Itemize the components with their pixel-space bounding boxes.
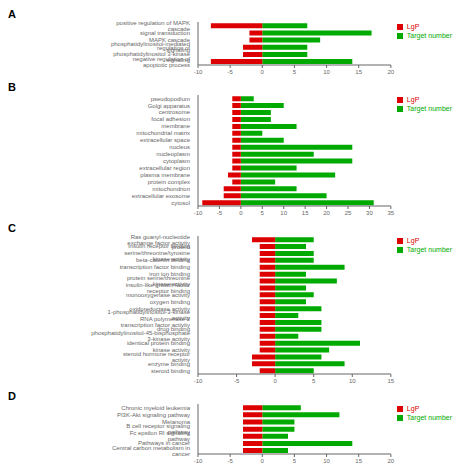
- svg-text:nucleus: nucleus: [169, 144, 190, 150]
- svg-text:5: 5: [293, 458, 297, 464]
- svg-text:extracellular region: extracellular region: [139, 165, 190, 171]
- svg-text:Central carbon metabolism inca: Central carbon metabolism incancer: [112, 445, 190, 457]
- svg-text:negative regulation ofapoptoti: negative regulation ofapoptotic process: [133, 56, 191, 68]
- svg-text:focal adhesion: focal adhesion: [151, 116, 190, 122]
- svg-text:15: 15: [388, 378, 395, 384]
- svg-text:beta-catenin binding: beta-catenin binding: [136, 257, 190, 263]
- svg-text:25: 25: [345, 210, 352, 216]
- svg-text:10: 10: [323, 69, 330, 75]
- svg-text:5: 5: [293, 69, 297, 75]
- svg-text:-10: -10: [194, 378, 203, 384]
- svg-text:transcription factor binding: transcription factor binding: [120, 264, 190, 270]
- svg-text:steroid binding: steroid binding: [151, 368, 190, 374]
- svg-text:-5: -5: [217, 210, 223, 216]
- svg-text:20: 20: [323, 210, 330, 216]
- svg-text:15: 15: [302, 210, 309, 216]
- svg-text:monooxygenase activity: monooxygenase activity: [126, 292, 190, 298]
- svg-text:mitochondrion: mitochondrion: [152, 186, 190, 192]
- svg-text:nucleoplasm: nucleoplasm: [156, 151, 190, 157]
- svg-text:mitochondrial matrix: mitochondrial matrix: [136, 130, 190, 136]
- svg-text:10: 10: [280, 210, 287, 216]
- svg-text:5: 5: [312, 378, 316, 384]
- svg-text:-10: -10: [194, 210, 203, 216]
- svg-text:signal transduction: signal transduction: [140, 30, 190, 36]
- svg-text:15: 15: [355, 69, 362, 75]
- svg-text:20: 20: [388, 458, 395, 464]
- svg-text:20: 20: [388, 69, 395, 75]
- svg-text:cytoplasm: cytoplasm: [163, 158, 190, 164]
- svg-text:cytosol: cytosol: [171, 200, 190, 206]
- svg-text:0: 0: [273, 378, 277, 384]
- svg-text:0: 0: [239, 210, 243, 216]
- svg-text:10: 10: [323, 458, 330, 464]
- svg-text:Golgi apparatus: Golgi apparatus: [148, 103, 190, 109]
- svg-text:centrosome: centrosome: [159, 109, 191, 115]
- svg-text:extracellular space: extracellular space: [140, 137, 191, 143]
- svg-text:-5: -5: [227, 69, 233, 75]
- svg-text:0: 0: [261, 69, 265, 75]
- svg-text:-5: -5: [234, 378, 240, 384]
- svg-text:proteinserine/threonine/tyrosi: proteinserine/threonine/tyrosinekinase a…: [124, 244, 190, 262]
- svg-text:-10: -10: [194, 458, 203, 464]
- svg-text:pseudopodium: pseudopodium: [151, 96, 190, 102]
- svg-text:insulin receptor binding: insulin receptor binding: [128, 243, 190, 249]
- svg-text:protein complex: protein complex: [148, 179, 190, 185]
- svg-text:oxygen binding: oxygen binding: [150, 299, 190, 305]
- svg-text:extracellular exosome: extracellular exosome: [132, 193, 191, 199]
- svg-text:15: 15: [355, 458, 362, 464]
- svg-text:PI3K-Akt signaling pathway: PI3K-Akt signaling pathway: [117, 412, 190, 418]
- svg-text:-10: -10: [194, 69, 203, 75]
- svg-text:identical protein binding: identical protein binding: [127, 340, 190, 346]
- svg-text:enzyme binding: enzyme binding: [148, 361, 190, 367]
- svg-text:Chronic myeloid leukemia: Chronic myeloid leukemia: [121, 405, 190, 411]
- svg-text:5: 5: [261, 210, 265, 216]
- svg-text:membrane: membrane: [161, 123, 190, 129]
- svg-text:10: 10: [349, 378, 356, 384]
- svg-text:0: 0: [261, 458, 265, 464]
- svg-text:30: 30: [366, 210, 373, 216]
- svg-text:1-phosphatidylinositol-3-kinas: 1-phosphatidylinositol-3-kinaseactivity: [108, 309, 191, 321]
- svg-text:plasma membrane: plasma membrane: [140, 172, 190, 178]
- svg-text:35: 35: [388, 210, 395, 216]
- svg-text:-5: -5: [227, 458, 233, 464]
